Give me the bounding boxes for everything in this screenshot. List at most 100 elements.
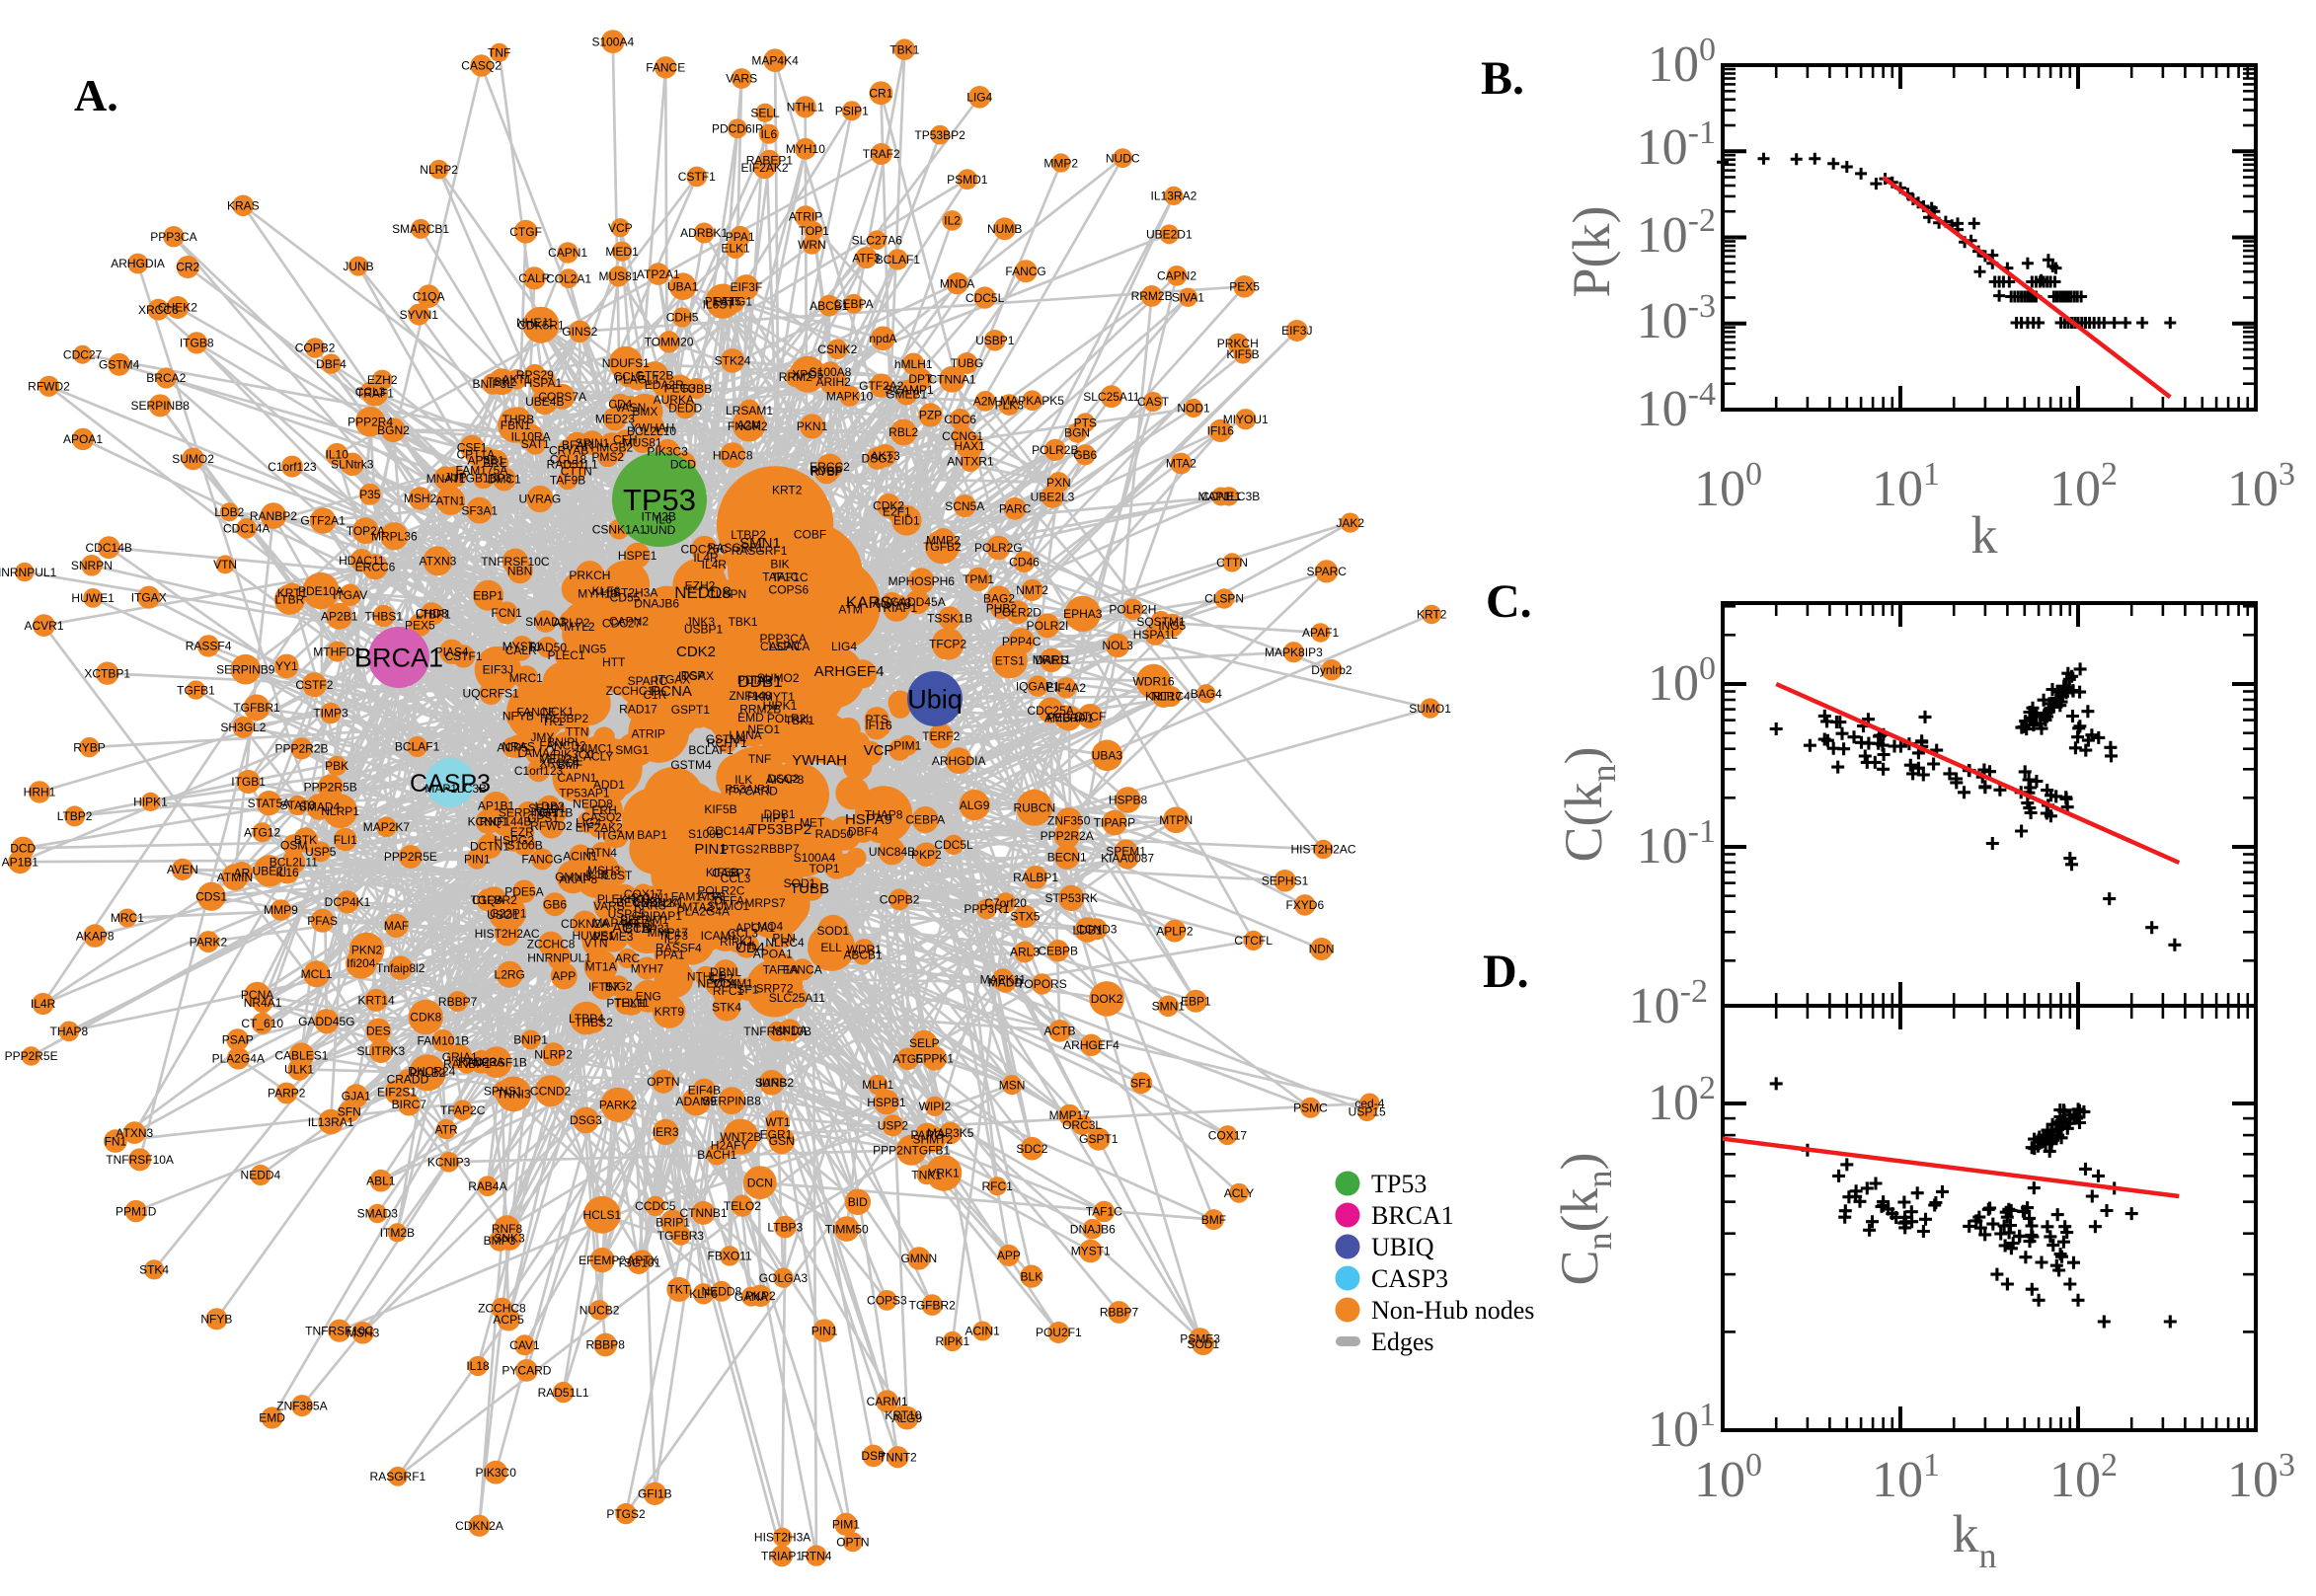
svg-text:CDC27: CDC27 [63, 347, 103, 361]
svg-text:AP1B1: AP1B1 [478, 799, 515, 813]
svg-text:CDC6: CDC6 [944, 413, 976, 426]
svg-text:PPP4C: PPP4C [1002, 635, 1042, 648]
svg-text:VTN: VTN [213, 558, 237, 571]
svg-text:CD4: CD4 [608, 398, 632, 412]
svg-text:POLR2I: POLR2I [1027, 619, 1069, 633]
svg-text:MAP1LC3B: MAP1LC3B [1198, 490, 1261, 503]
svg-text:MIYOU1: MIYOU1 [1223, 413, 1269, 426]
svg-text:TNF: TNF [748, 752, 771, 766]
svg-text:STX5: STX5 [1010, 910, 1040, 924]
svg-text:MNDA: MNDA [940, 276, 974, 290]
svg-text:USP5: USP5 [305, 845, 337, 859]
svg-text:ITM2B: ITM2B [642, 510, 676, 524]
svg-text:THBS1: THBS1 [364, 609, 403, 623]
svg-text:BIRC7: BIRC7 [392, 1098, 427, 1111]
svg-text:SUMO1: SUMO1 [1409, 702, 1451, 716]
svg-text:PPP2R5E: PPP2R5E [384, 850, 437, 864]
svg-text:RBBP7: RBBP7 [760, 842, 800, 856]
svg-text:JUND: JUND [644, 523, 675, 537]
svg-text:PDE5A: PDE5A [504, 884, 543, 898]
svg-text:ATF3: ATF3 [697, 889, 726, 903]
svg-text:HSPA1: HSPA1 [524, 376, 563, 390]
svg-text:NLRC4: NLRC4 [1151, 690, 1191, 704]
svg-text:THAP8: THAP8 [865, 808, 903, 822]
svg-text:RASSF4: RASSF4 [656, 941, 702, 954]
svg-text:SUMO1: SUMO1 [708, 899, 750, 913]
svg-text:CRYAB: CRYAB [549, 443, 588, 457]
svg-text:UBA3: UBA3 [1092, 749, 1123, 763]
svg-text:HIST2H2AC: HIST2H2AC [1290, 843, 1355, 857]
svg-text:WT1: WT1 [765, 1115, 791, 1129]
svg-text:NFYB: NFYB [200, 1313, 232, 1327]
svg-text:TP53BP2: TP53BP2 [538, 712, 589, 725]
svg-text:BECN1: BECN1 [1047, 850, 1087, 864]
svg-text:STAT5A: STAT5A [248, 797, 291, 810]
svg-text:PPP2R2B: PPP2R2B [274, 742, 328, 756]
svg-text:TP53AP1: TP53AP1 [559, 786, 610, 799]
svg-text:COPB2: COPB2 [295, 342, 336, 355]
svg-text:STK24: STK24 [715, 354, 751, 368]
svg-text:SOD1: SOD1 [817, 924, 850, 938]
svg-text:ICAM1: ICAM1 [701, 929, 737, 943]
svg-text:STK4: STK4 [139, 1263, 169, 1277]
svg-text:NTHL1: NTHL1 [687, 970, 725, 984]
svg-text:ING2: ING2 [605, 979, 633, 993]
svg-text:EZH2: EZH2 [685, 579, 716, 593]
svg-text:HIST2H3A: HIST2H3A [754, 1531, 811, 1545]
svg-text:RASGRF1: RASGRF1 [708, 541, 764, 555]
svg-text:KLF6: KLF6 [592, 584, 621, 598]
svg-text:HNRNPUL1: HNRNPUL1 [0, 566, 57, 579]
svg-text:TGFBR1: TGFBR1 [233, 701, 280, 715]
svg-text:TGFBR2: TGFBR2 [471, 893, 518, 907]
svg-text:RAD50: RAD50 [815, 827, 854, 841]
svg-text:APLP2: APLP2 [1156, 924, 1194, 938]
svg-text:TAF1C: TAF1C [1086, 1205, 1122, 1219]
svg-text:ACLY: ACLY [583, 750, 613, 764]
svg-text:PKN1: PKN1 [797, 419, 828, 433]
svg-text:HIPK1: HIPK1 [133, 796, 168, 809]
svg-text:CTTN: CTTN [1216, 556, 1248, 570]
svg-text:ATR: ATR [435, 1122, 458, 1136]
svg-text:KCNQ1: KCNQ1 [468, 815, 509, 829]
svg-text:NMT2: NMT2 [1016, 583, 1048, 597]
svg-text:CASP3: CASP3 [410, 770, 491, 798]
svg-text:POLR2B: POLR2B [1032, 443, 1078, 457]
svg-text:THAP8: THAP8 [50, 1025, 89, 1038]
svg-text:CD4: CD4 [735, 940, 765, 956]
svg-text:PARC: PARC [999, 502, 1032, 516]
svg-text:SMN1: SMN1 [739, 535, 781, 552]
svg-text:BAG2: BAG2 [983, 592, 1015, 606]
svg-text:MED1: MED1 [605, 245, 639, 259]
svg-text:BCL2L10: BCL2L10 [627, 424, 676, 438]
svg-text:MPHOSPH6: MPHOSPH6 [888, 574, 956, 588]
svg-text:EIF2AK2: EIF2AK2 [740, 161, 788, 175]
svg-text:MRC1: MRC1 [509, 671, 543, 685]
svg-text:DCN: DCN [747, 1176, 773, 1189]
svg-text:EIF2AK2: EIF2AK2 [576, 820, 623, 834]
svg-text:HIPK1: HIPK1 [763, 699, 798, 713]
svg-text:IL18: IL18 [466, 1359, 490, 1373]
svg-text:SDC2: SDC2 [1016, 1142, 1047, 1156]
svg-text:SERPINB8: SERPINB8 [703, 1094, 762, 1107]
svg-text:CDKN2A: CDKN2A [561, 917, 609, 931]
svg-text:DCP4K1: DCP4K1 [325, 895, 371, 909]
svg-text:PARK2: PARK2 [599, 1099, 638, 1112]
svg-text:MMP9: MMP9 [264, 903, 298, 917]
svg-text:SPARC: SPARC [1306, 565, 1347, 578]
svg-text:VHL: VHL [735, 939, 759, 952]
svg-text:EPHA3: EPHA3 [1063, 607, 1103, 621]
svg-text:SLNtrk3: SLNtrk3 [331, 458, 374, 472]
svg-text:USP2: USP2 [878, 1119, 909, 1133]
svg-text:PRKCH: PRKCH [1217, 337, 1259, 350]
svg-text:ACIN1: ACIN1 [965, 1325, 1001, 1338]
svg-text:RFWD2: RFWD2 [28, 380, 70, 394]
svg-text:KRT14: KRT14 [358, 994, 395, 1008]
svg-text:PKN2: PKN2 [351, 944, 383, 957]
svg-text:TERF2: TERF2 [922, 729, 960, 743]
svg-text:MMP17: MMP17 [1049, 1108, 1091, 1122]
svg-text:COX17: COX17 [624, 887, 663, 901]
svg-text:ACP5: ACP5 [497, 740, 528, 754]
svg-text:TP53: TP53 [623, 483, 696, 517]
svg-text:MUS81: MUS81 [598, 269, 638, 283]
svg-text:RRM2B: RRM2B [739, 703, 781, 717]
